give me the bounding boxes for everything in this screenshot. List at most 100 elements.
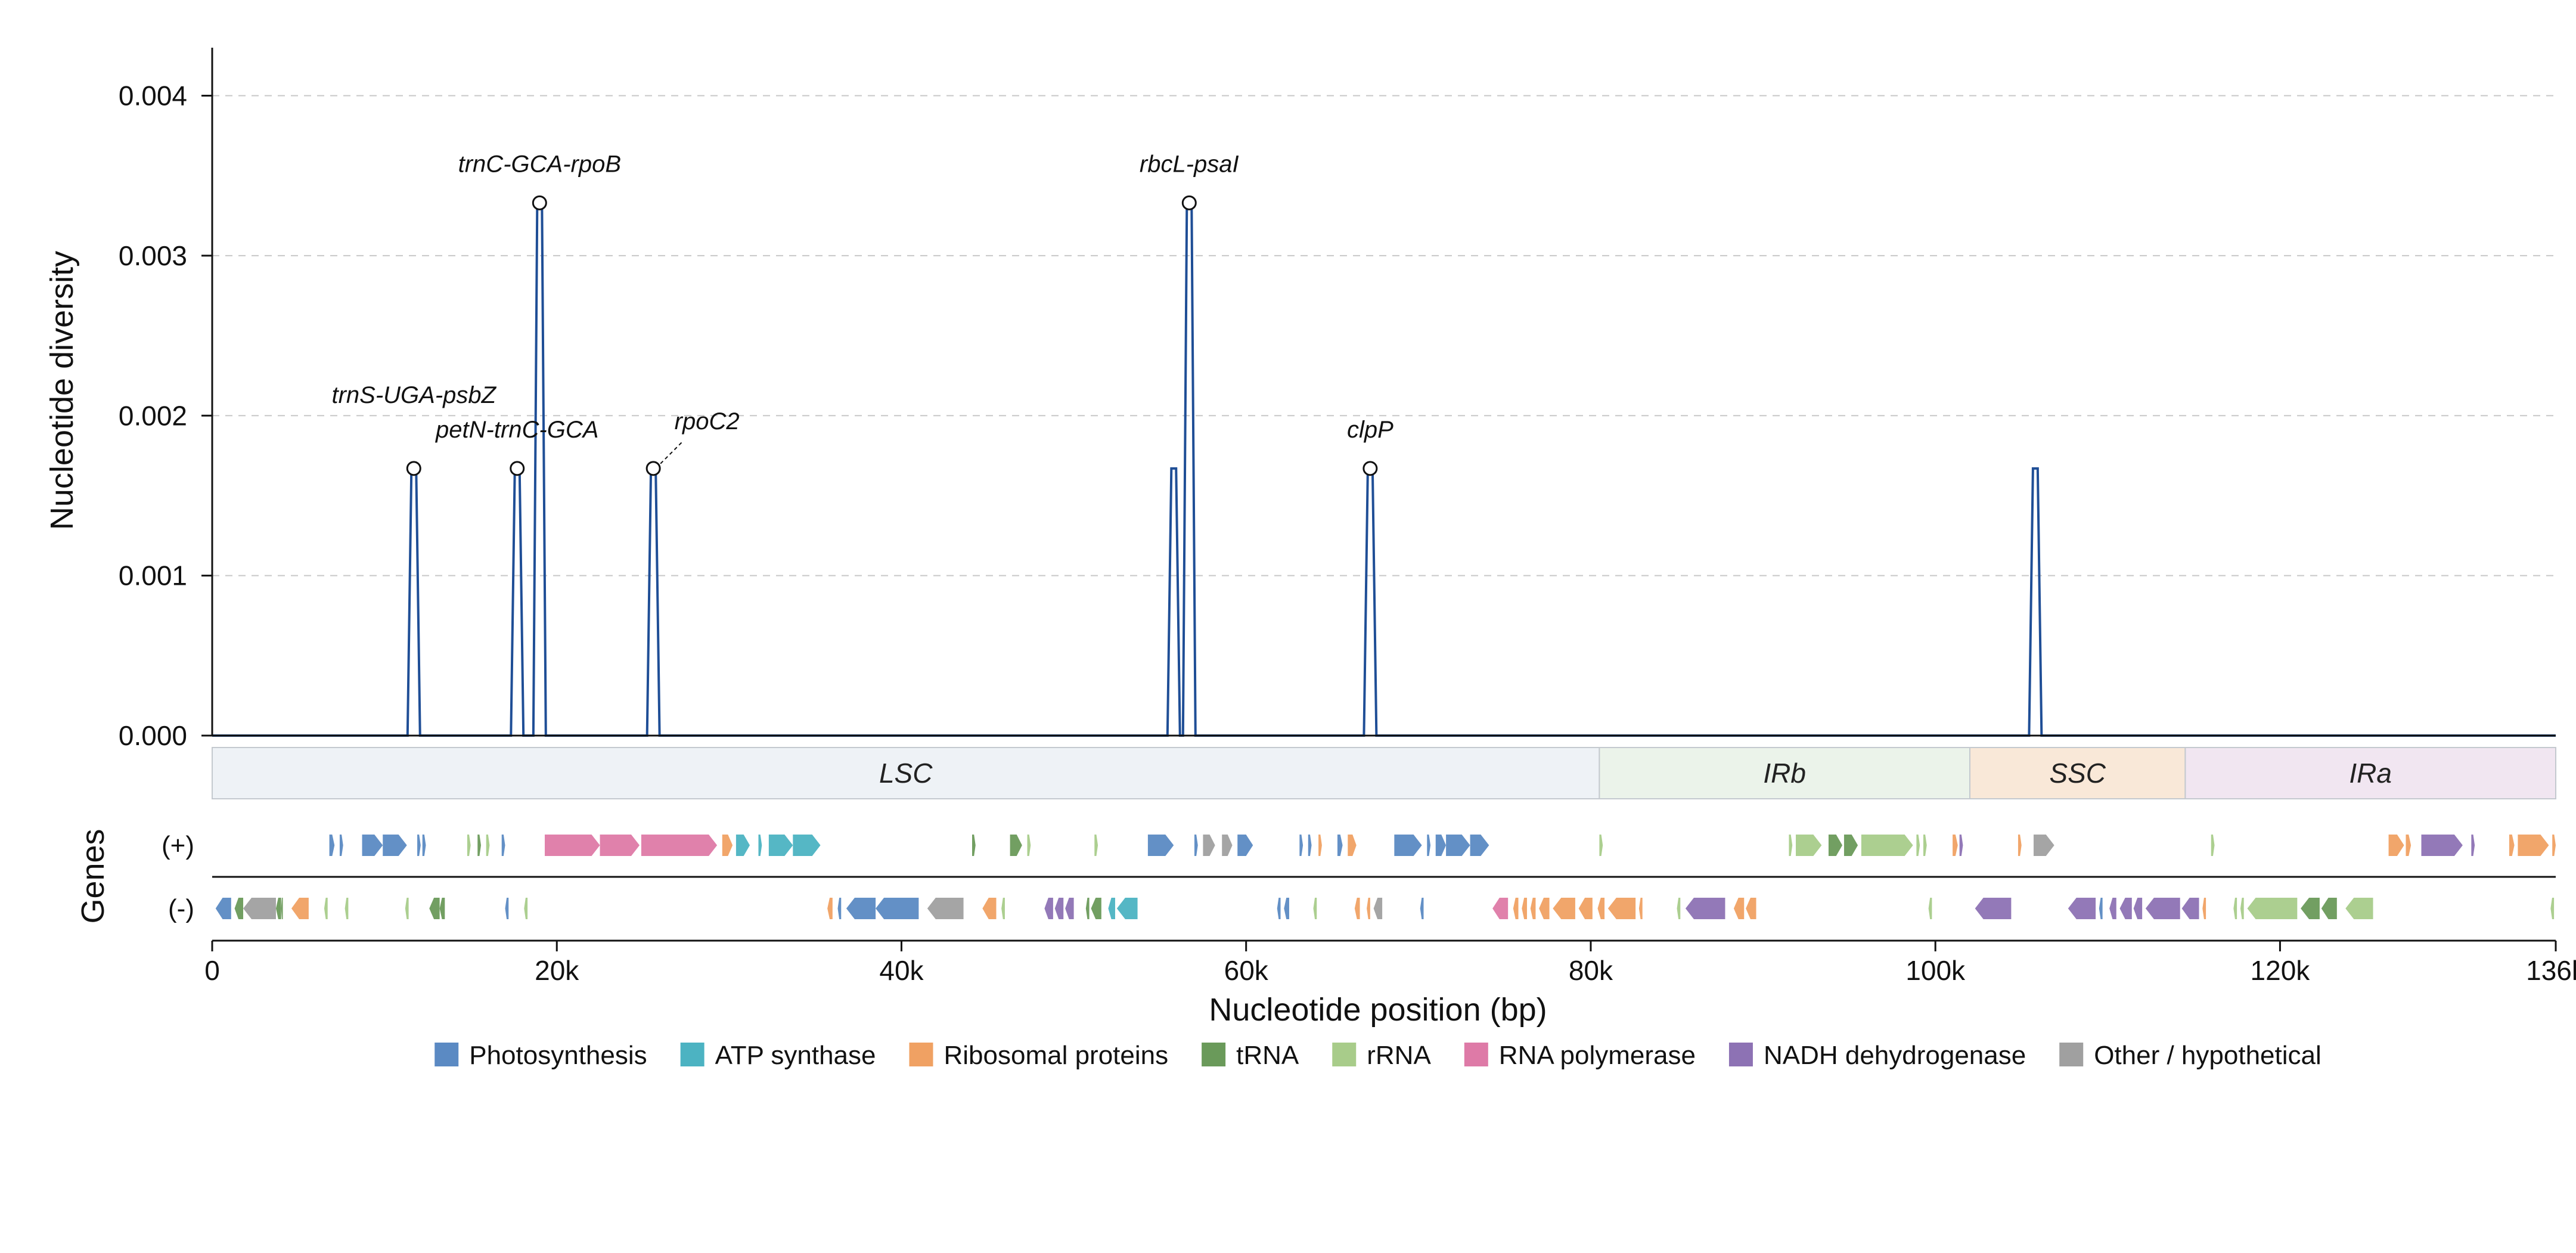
y-tick-label: 0.003 xyxy=(119,240,187,271)
gene-arrow xyxy=(758,835,762,856)
gene-arrow xyxy=(2018,835,2022,856)
y-tick-label: 0.002 xyxy=(119,400,187,431)
gene-arrow xyxy=(1085,898,1090,919)
gene-arrow xyxy=(1861,835,1913,856)
legend-swatch xyxy=(1332,1043,1357,1066)
gene-arrow xyxy=(2033,835,2054,856)
gene-arrow xyxy=(1203,835,1215,856)
gene-arrow xyxy=(1318,835,1322,856)
y-tick-label: 0.004 xyxy=(119,80,187,111)
peak-marker xyxy=(406,461,421,476)
gene-arrow xyxy=(1677,898,1681,919)
gene-arrow xyxy=(2247,898,2298,919)
gene-arrow xyxy=(1420,898,1424,919)
gene-arrow xyxy=(1435,835,1447,856)
gene-arrow xyxy=(1492,898,1509,919)
gene-arrow xyxy=(544,835,600,856)
gene-arrow xyxy=(793,835,821,856)
gene-arrow xyxy=(600,835,640,856)
gene-arrow xyxy=(2421,835,2463,856)
gene-arrow xyxy=(1916,835,1920,856)
x-axis-ticks: 0 20k 40k 60k 80k 100k 120k 136k xyxy=(204,941,2576,986)
gene-arrow xyxy=(1789,835,1793,856)
gene-arrow xyxy=(467,835,471,856)
gene-arrow xyxy=(1027,835,1031,856)
gene-arrow xyxy=(486,835,490,856)
gene-arrow xyxy=(2211,835,2215,856)
legend-swatch xyxy=(1464,1043,1488,1066)
gene-arrow xyxy=(1337,835,1343,856)
x-axis-title: Nucleotide position (bp) xyxy=(1209,992,1547,1028)
gene-arrow xyxy=(1427,835,1431,856)
gene-arrow xyxy=(2550,898,2555,919)
gene-arrow xyxy=(405,898,409,919)
peak-label: rpoC2 xyxy=(675,408,740,435)
gene-arrow xyxy=(1923,835,1927,856)
gene-arrow xyxy=(1237,835,1253,856)
gene-arrow xyxy=(768,835,793,856)
gene-arrow xyxy=(641,835,718,856)
gene-arrow xyxy=(1607,898,1636,919)
legend-label: ATP synthase xyxy=(715,1041,876,1070)
legend-label: NADH dehydrogenase xyxy=(1764,1041,2026,1070)
gene-arrow xyxy=(2301,898,2320,919)
gene-arrow xyxy=(501,835,505,856)
gene-arrow xyxy=(927,898,964,919)
gene-arrow xyxy=(1394,835,1422,856)
gene-arrow xyxy=(1313,898,1317,919)
gene-arrow xyxy=(1367,898,1370,919)
gene-arrow xyxy=(1277,898,1281,919)
gene-arrow xyxy=(429,898,440,919)
gene-arrow xyxy=(417,835,421,856)
legend-item: tRNA xyxy=(1202,1041,1299,1070)
gene-arrow xyxy=(1010,835,1022,856)
gene-arrow xyxy=(982,898,997,919)
gene-arrow xyxy=(1828,835,1843,856)
gene-arrow xyxy=(1746,898,1756,919)
y-tick-label: 0.001 xyxy=(119,560,187,591)
legend-swatch xyxy=(1202,1043,1226,1066)
gene-arrow xyxy=(477,835,482,856)
gene-arrow xyxy=(1733,898,1745,919)
legend-label: Other / hypothetical xyxy=(2094,1041,2321,1070)
legend: Photosynthesis ATP synthase Ribosomal prot… xyxy=(434,1041,2321,1070)
gene-arrow xyxy=(1599,835,1603,856)
peak-marker xyxy=(645,461,661,476)
legend-label: RNA polymerase xyxy=(1499,1041,1696,1070)
peak-label: rbcL-psaI xyxy=(1140,151,1239,177)
peak-labels: trnS-UGA-psbZ petN-trnC-GCA trnC-GCA-rpoB r… xyxy=(331,151,1393,464)
legend-swatch xyxy=(680,1043,704,1066)
gene-arrow xyxy=(1194,835,1198,856)
peak-label: trnS-UGA-psbZ xyxy=(331,382,496,408)
gene-arrow xyxy=(1044,898,1053,919)
region-label: LSC xyxy=(879,758,933,789)
peak-label: trnC-GCA-rpoB xyxy=(458,151,621,177)
gene-arrow xyxy=(505,898,509,919)
gene-arrow xyxy=(422,835,426,856)
genes-track-title: Genes xyxy=(75,829,111,923)
peak-marker xyxy=(532,195,547,210)
gene-arrow xyxy=(1638,898,1643,919)
peak-label: petN-trnC-GCA xyxy=(435,417,598,443)
x-tick-label: 80k xyxy=(1569,955,1613,986)
gene-arrow xyxy=(1147,835,1174,856)
gene-arrow xyxy=(1065,898,1074,919)
gene-arrow xyxy=(362,835,383,856)
legend-label: rRNA xyxy=(1367,1041,1431,1070)
gene-arrow xyxy=(2321,898,2337,919)
gene-arrow xyxy=(2145,898,2180,919)
plus-strand-label: (+) xyxy=(162,831,194,860)
gene-arrow xyxy=(215,898,231,919)
region-block xyxy=(2184,747,2556,799)
gene-arrow xyxy=(722,835,733,856)
gene-arrow xyxy=(1597,898,1605,919)
peak-label-leader xyxy=(660,442,682,464)
legend-item: ATP synthase xyxy=(680,1041,876,1070)
gene-arrow xyxy=(1373,898,1383,919)
region-block xyxy=(1599,747,1970,799)
peak-marker xyxy=(1181,195,1197,210)
gene-arrow xyxy=(2406,835,2411,856)
gene-arrow xyxy=(2552,835,2556,856)
gene-arrow xyxy=(735,835,750,856)
region-label: IRb xyxy=(1763,758,1806,789)
